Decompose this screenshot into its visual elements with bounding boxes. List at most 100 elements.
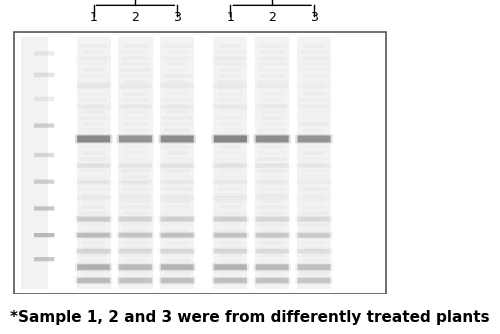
FancyBboxPatch shape — [256, 233, 288, 237]
Bar — [164, 163, 190, 167]
Bar — [125, 151, 146, 155]
Bar — [80, 68, 107, 72]
Bar — [302, 181, 326, 185]
Bar — [123, 217, 148, 221]
FancyBboxPatch shape — [295, 179, 333, 185]
Bar — [219, 134, 242, 138]
Bar — [218, 80, 243, 84]
FancyBboxPatch shape — [34, 257, 54, 261]
FancyBboxPatch shape — [256, 180, 288, 184]
Bar — [304, 175, 324, 179]
Text: *Sample 1, 2 and 3 were from differently treated plants: *Sample 1, 2 and 3 were from differently… — [10, 310, 490, 325]
Bar — [80, 253, 106, 257]
FancyBboxPatch shape — [77, 57, 110, 61]
FancyBboxPatch shape — [256, 264, 288, 270]
Bar — [214, 37, 248, 289]
Bar — [220, 205, 240, 209]
Bar — [216, 223, 244, 227]
Text: 2: 2 — [132, 11, 140, 24]
FancyBboxPatch shape — [77, 196, 110, 200]
FancyBboxPatch shape — [34, 97, 54, 101]
FancyBboxPatch shape — [298, 84, 330, 88]
Bar — [303, 104, 325, 108]
Bar — [299, 241, 329, 245]
Bar — [122, 110, 149, 114]
Bar — [216, 247, 245, 251]
Bar — [302, 56, 326, 60]
Bar — [166, 235, 188, 239]
Bar — [83, 169, 104, 173]
Bar — [162, 157, 192, 161]
FancyBboxPatch shape — [119, 249, 152, 253]
Bar — [124, 247, 148, 251]
Bar — [215, 86, 246, 90]
Bar — [261, 217, 283, 221]
Bar — [166, 175, 188, 179]
Bar — [164, 211, 191, 215]
FancyBboxPatch shape — [256, 216, 288, 222]
FancyBboxPatch shape — [295, 195, 333, 201]
Bar — [80, 235, 108, 239]
Bar — [220, 92, 241, 96]
FancyBboxPatch shape — [254, 263, 291, 271]
Bar — [258, 140, 286, 144]
Bar — [80, 98, 107, 102]
FancyBboxPatch shape — [214, 57, 247, 61]
Bar — [260, 134, 284, 138]
Bar — [162, 253, 192, 257]
Bar — [216, 116, 245, 120]
Bar — [258, 122, 286, 126]
Bar — [302, 50, 326, 54]
Bar — [302, 193, 326, 197]
FancyBboxPatch shape — [158, 195, 196, 201]
Bar — [80, 211, 106, 215]
Bar — [261, 145, 283, 149]
Bar — [120, 50, 150, 54]
Bar — [215, 104, 246, 108]
Bar — [125, 277, 146, 281]
Bar — [304, 247, 324, 251]
Bar — [78, 199, 109, 203]
Bar — [164, 187, 190, 191]
Bar — [299, 98, 329, 102]
Bar — [166, 229, 189, 233]
Bar — [120, 80, 150, 84]
FancyBboxPatch shape — [119, 84, 152, 88]
FancyBboxPatch shape — [295, 277, 333, 284]
FancyBboxPatch shape — [158, 179, 196, 185]
Bar — [124, 265, 148, 269]
FancyBboxPatch shape — [77, 164, 110, 168]
Bar — [216, 187, 245, 191]
FancyBboxPatch shape — [298, 216, 330, 222]
Bar — [258, 56, 286, 60]
Bar — [78, 151, 109, 155]
FancyBboxPatch shape — [212, 248, 249, 255]
Bar — [124, 145, 147, 149]
Bar — [262, 74, 283, 78]
Bar — [302, 134, 326, 138]
FancyBboxPatch shape — [214, 278, 247, 283]
FancyBboxPatch shape — [158, 232, 196, 238]
FancyBboxPatch shape — [34, 51, 54, 55]
Bar — [80, 271, 107, 275]
Bar — [122, 86, 149, 90]
FancyBboxPatch shape — [116, 134, 154, 144]
Bar — [82, 247, 104, 251]
Bar — [164, 205, 190, 209]
Bar — [164, 241, 190, 245]
Bar — [260, 98, 284, 102]
Bar — [163, 181, 192, 185]
FancyBboxPatch shape — [254, 232, 291, 238]
FancyBboxPatch shape — [34, 124, 54, 128]
Bar — [258, 247, 287, 251]
FancyBboxPatch shape — [75, 179, 112, 185]
Bar — [258, 116, 286, 120]
Bar — [82, 134, 106, 138]
FancyBboxPatch shape — [295, 263, 333, 271]
FancyBboxPatch shape — [295, 82, 333, 89]
FancyBboxPatch shape — [160, 249, 194, 253]
Bar — [302, 44, 326, 48]
FancyBboxPatch shape — [256, 196, 288, 200]
Bar — [162, 92, 192, 96]
Bar — [218, 50, 243, 54]
